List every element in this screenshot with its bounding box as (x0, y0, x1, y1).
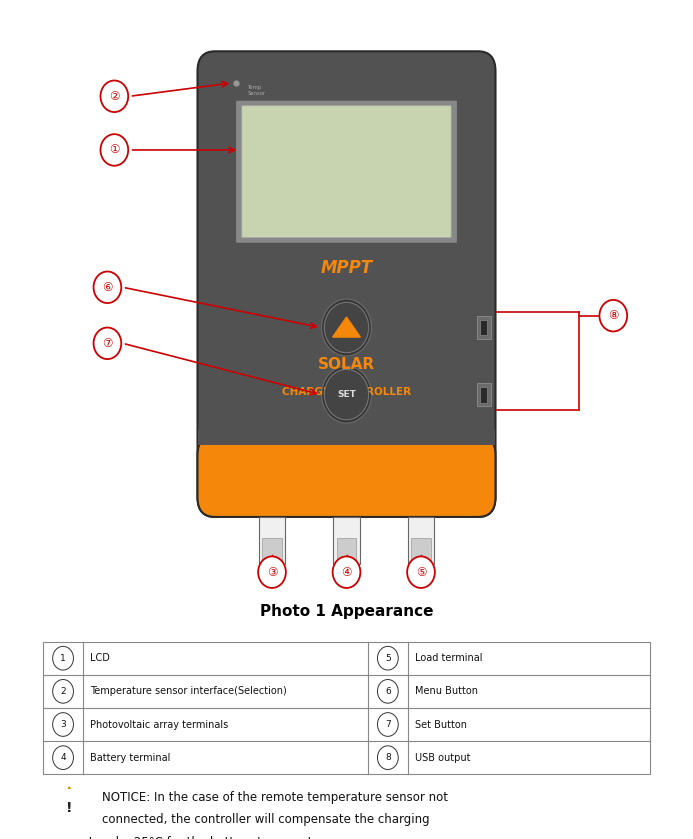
Text: SOLAR: SOLAR (318, 357, 375, 372)
Text: parameters by 25°C for the battery temperature.: parameters by 25°C for the battery tempe… (43, 836, 335, 839)
Bar (333, 517, 360, 565)
Text: Temperature sensor interface(Selection): Temperature sensor interface(Selection) (90, 686, 287, 696)
Text: ⑦: ⑦ (102, 336, 113, 350)
Bar (43, 642, 650, 774)
Polygon shape (50, 787, 89, 825)
Circle shape (53, 712, 73, 737)
Text: Photo 1 Appearance: Photo 1 Appearance (260, 604, 433, 619)
FancyBboxPatch shape (198, 51, 495, 517)
Text: Set Button: Set Button (415, 720, 467, 729)
Text: !: ! (66, 801, 73, 816)
Text: 3: 3 (60, 720, 66, 729)
Text: 1: 1 (60, 654, 66, 663)
Circle shape (333, 556, 360, 588)
Text: SET: SET (337, 390, 356, 399)
Circle shape (100, 81, 128, 112)
Text: ③: ③ (267, 565, 277, 579)
Bar (411, 539, 430, 562)
Circle shape (324, 302, 369, 352)
Circle shape (378, 746, 398, 769)
Circle shape (322, 366, 371, 423)
Bar (337, 539, 356, 562)
Circle shape (378, 680, 398, 703)
Circle shape (53, 646, 73, 670)
Bar (480, 320, 487, 336)
FancyBboxPatch shape (198, 435, 495, 517)
Text: ⑧: ⑧ (608, 310, 619, 322)
Text: Menu Button: Menu Button (415, 686, 478, 696)
Text: ⑥: ⑥ (102, 281, 113, 294)
Circle shape (322, 300, 371, 356)
Circle shape (53, 680, 73, 703)
Text: Temp
Sensor: Temp Sensor (248, 86, 266, 96)
Text: Load terminal: Load terminal (415, 654, 482, 663)
Circle shape (53, 746, 73, 769)
Text: ④: ④ (341, 565, 352, 579)
Circle shape (258, 556, 286, 588)
Bar (258, 517, 286, 565)
Text: ②: ② (109, 90, 120, 103)
FancyBboxPatch shape (242, 106, 451, 237)
Bar (480, 387, 487, 403)
Circle shape (599, 300, 627, 331)
Text: Battery terminal: Battery terminal (90, 753, 170, 763)
Bar (198, 429, 495, 445)
Text: 5: 5 (385, 654, 391, 663)
FancyBboxPatch shape (236, 101, 457, 242)
Text: 7: 7 (385, 720, 391, 729)
Circle shape (94, 272, 121, 303)
Text: 6: 6 (385, 687, 391, 696)
Text: Photovoltaic array terminals: Photovoltaic array terminals (90, 720, 228, 729)
Text: 4: 4 (60, 753, 66, 762)
Text: NOTICE: In the case of the remote temperature sensor not: NOTICE: In the case of the remote temper… (102, 791, 448, 805)
Text: ①: ① (109, 143, 120, 156)
Circle shape (100, 134, 128, 166)
Text: MPPT: MPPT (320, 259, 373, 278)
Bar (262, 539, 281, 562)
Text: 8: 8 (385, 753, 391, 762)
Text: 2: 2 (60, 687, 66, 696)
Text: ⑤: ⑤ (416, 565, 426, 579)
Polygon shape (333, 317, 360, 337)
Bar (477, 315, 491, 339)
Text: LCD: LCD (90, 654, 110, 663)
Circle shape (407, 556, 435, 588)
Circle shape (378, 712, 398, 737)
Circle shape (94, 327, 121, 359)
Text: USB output: USB output (415, 753, 471, 763)
Text: connected, the controller will compensate the charging: connected, the controller will compensat… (102, 814, 430, 826)
Circle shape (324, 369, 369, 420)
Bar (407, 517, 434, 565)
Text: CHARGE CONTROLLER: CHARGE CONTROLLER (282, 387, 411, 397)
Circle shape (378, 646, 398, 670)
Bar (477, 383, 491, 406)
